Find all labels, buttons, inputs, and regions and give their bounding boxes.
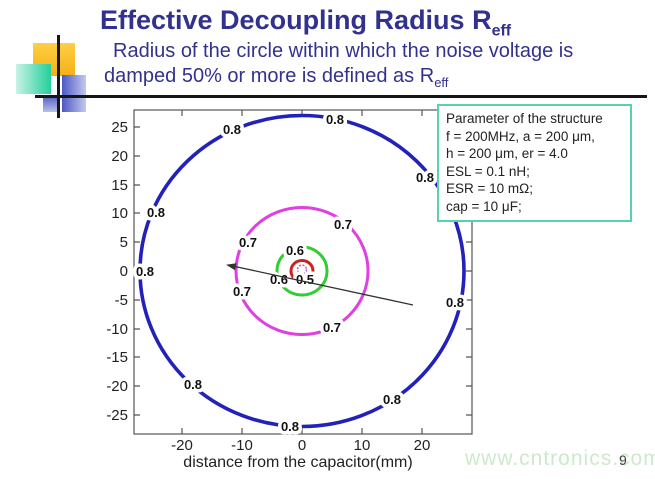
page-title: Effective Decoupling Radius Reff (100, 5, 511, 40)
contour-circle-07 (234, 206, 370, 336)
contour-label-07: 0.7 (323, 320, 341, 335)
page-number: 9 (619, 452, 627, 468)
x-tick-label: -10 (231, 437, 253, 454)
x-tick-label: 10 (354, 437, 371, 454)
x-tick-label: 20 (414, 437, 431, 454)
contour-circle-06 (275, 245, 329, 297)
parameter-line: h = 200 μm, er = 4.0 (446, 146, 568, 161)
contour-label-08: 0.8 (147, 205, 165, 220)
x-tick-label: 0 (298, 437, 306, 454)
contour-label-08: 0.8 (416, 170, 434, 185)
contour-label-08: 0.8 (383, 392, 401, 407)
contour-label-07: 0.7 (334, 217, 352, 232)
contour-label-08: 0.8 (136, 264, 154, 279)
contour-label-08: 0.8 (446, 295, 464, 310)
y-tick-label: -10 (106, 321, 128, 338)
y-tick-label: 0 (120, 263, 128, 280)
contour-label-08: 0.8 (281, 419, 299, 434)
logo-vertical-line (57, 35, 60, 118)
header-divider-line (35, 95, 647, 98)
contour-label-06: 0.6 (286, 243, 304, 258)
y-tick-label: 10 (111, 205, 128, 222)
contour-label-08: 0.8 (223, 122, 241, 137)
x-tick-label: -20 (171, 437, 193, 454)
parameter-line: cap = 10 μF; (446, 198, 522, 214)
page-title-text: Effective Decoupling Radius R (100, 5, 492, 35)
contour-label-05: 0.5 (296, 272, 314, 287)
logo-green-block (16, 64, 51, 94)
contour-label-08: 0.8 (326, 112, 344, 127)
x-axis-ticks (181, 110, 423, 434)
y-tick-label: 20 (111, 148, 128, 165)
contour-circle-08 (138, 113, 466, 429)
radius-arrow-head (226, 263, 237, 271)
y-tick-label: 5 (120, 234, 128, 251)
parameter-box-title: Parameter of the structure (446, 111, 603, 126)
radius-arrow-line (234, 265, 414, 306)
plot-axes-box (133, 109, 473, 435)
page-title-subscript: eff (491, 22, 512, 40)
logo-blue-block (62, 75, 86, 112)
contour-label-08: 0.8 (184, 377, 202, 392)
y-tick-label: 15 (111, 177, 128, 194)
contour-label-07: 0.7 (239, 235, 257, 250)
capacitor-marker-dotted-circle (296, 264, 308, 275)
y-tick-label: -15 (106, 349, 128, 366)
y-tick-label: -20 (106, 378, 128, 395)
parameter-line: f = 200MHz, a = 200 μm, (446, 128, 595, 144)
page-subtitle: Radius of the circle within which the no… (104, 39, 573, 95)
x-axis-label: distance from the capacitor(mm) (183, 454, 412, 471)
parameter-box: Parameter of the structure f = 200MHz, a… (437, 104, 632, 222)
contour-label-07: 0.7 (233, 284, 251, 299)
subtitle-line-1: Radius of the circle within which the no… (113, 40, 574, 62)
parameter-line: ESR = 10 mΩ; (446, 181, 533, 196)
y-tick-label: -25 (106, 407, 128, 424)
watermark: www.cntronics.com (465, 447, 655, 470)
y-tick-label: 25 (111, 119, 128, 136)
parameter-line: ESL = 0.1 nH; (446, 163, 530, 179)
y-tick-label: -5 (115, 292, 128, 309)
logo-blue-block-small (43, 95, 59, 112)
subtitle-line-2: damped 50% or more is defined as Reff (104, 65, 449, 90)
subtitle-subscript: eff (434, 75, 449, 90)
